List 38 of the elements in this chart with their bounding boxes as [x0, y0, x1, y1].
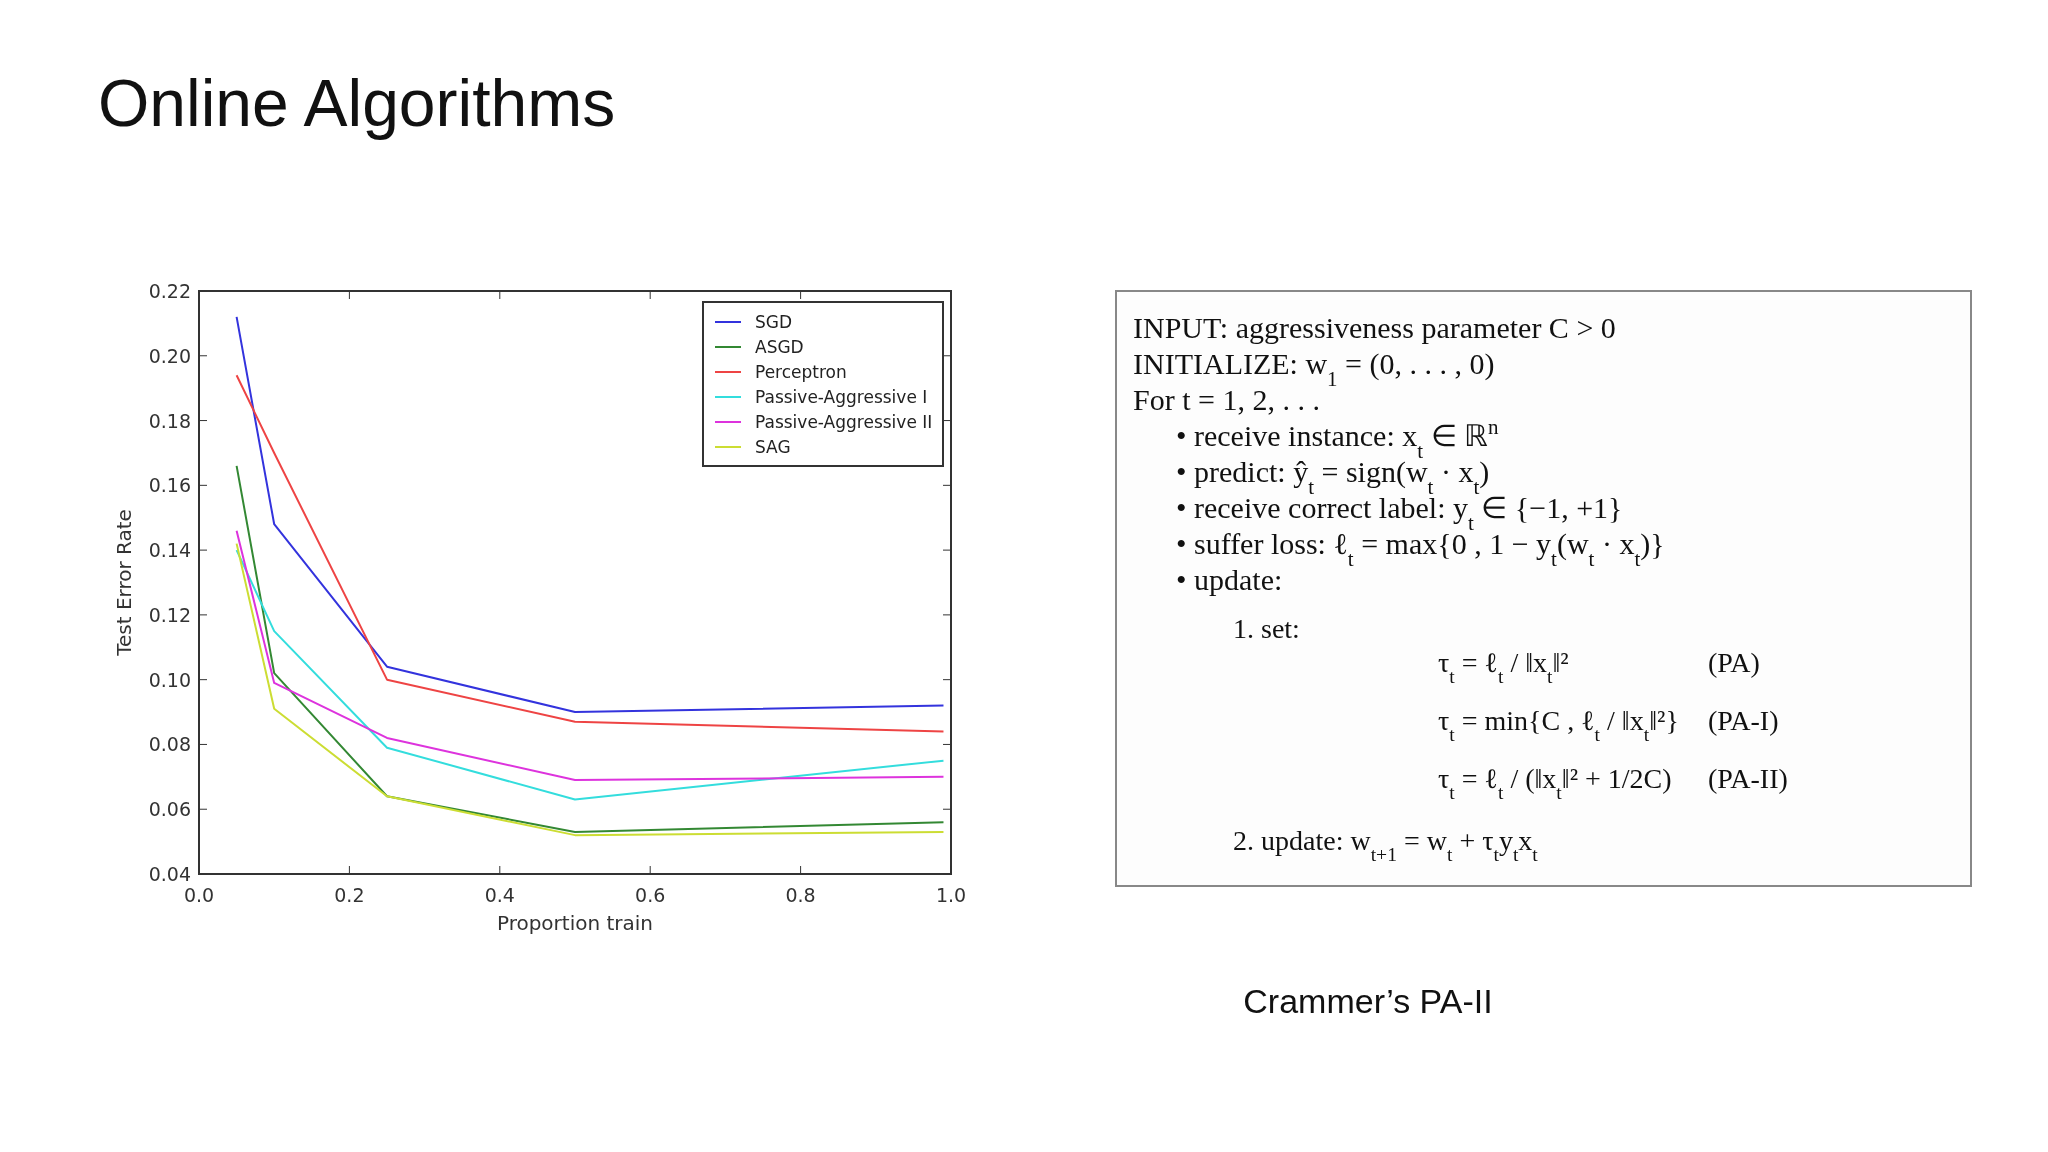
x-tick-label: 0.6 [635, 884, 666, 906]
y-tick-label: 0.08 [148, 733, 191, 756]
y-axis-title: Test Error Rate [112, 509, 136, 657]
legend-label: Perceptron [755, 362, 847, 382]
x-axis-title: Proportion train [496, 911, 654, 935]
x-tick-label: 0.2 [334, 884, 365, 906]
x-tick-label: 0.4 [484, 884, 515, 906]
x-tick-label: 0.8 [785, 884, 816, 906]
text: (PA-II) [1708, 763, 1788, 794]
text: INPUT: aggressiveness parameter C > 0 [1133, 311, 1616, 344]
legend-label: Passive-Aggressive I [755, 387, 928, 407]
y-tick-label: 0.20 [148, 344, 191, 367]
x-tick-label: 0.0 [183, 884, 215, 906]
chart-title: Online Algorithms [98, 66, 616, 140]
x-tick-label: 1.0 [935, 884, 967, 906]
y-tick-label: 0.06 [148, 798, 191, 821]
legend-label: SAG [755, 437, 791, 457]
text: Crammer’s PA-II [1243, 982, 1493, 1020]
line-series [235, 464, 945, 833]
y-tick-label: 0.16 [148, 474, 191, 497]
y-tick-label: 0.14 [148, 539, 191, 562]
legend-label: SGD [755, 312, 793, 332]
text: • update: [1176, 563, 1283, 596]
text: (PA) [1708, 647, 1760, 678]
legend-label: ASGD [755, 337, 804, 357]
y-tick-label: 0.10 [148, 668, 191, 691]
text: τ$_{t}$ = min{C , ℓ$_{t}$ / ‖x$_{t}$‖²} [1438, 705, 1679, 745]
text: (PA-I) [1708, 705, 1779, 736]
text: τ$_{t}$ = ℓ$_{t}$ / ‖x$_{t}$‖² [1438, 647, 1569, 687]
y-tick-label: 0.12 [148, 603, 191, 626]
text: τ$_{t}$ = ℓ$_{t}$ / (‖x$_{t}$‖² + 1/2C) [1438, 763, 1672, 803]
y-tick-label: 0.04 [148, 863, 191, 885]
text: 1. set: [1233, 613, 1300, 644]
line-series [235, 315, 945, 714]
y-tick-label: 0.22 [148, 280, 191, 302]
text: 2. update: w$_{t+1}$ = w$_{t}$ + τ$_{t}$y$_{t}$x$_{t}$ [1233, 825, 1538, 865]
legend-label: Passive-Aggressive II [755, 412, 933, 432]
y-tick-label: 0.18 [148, 409, 191, 432]
